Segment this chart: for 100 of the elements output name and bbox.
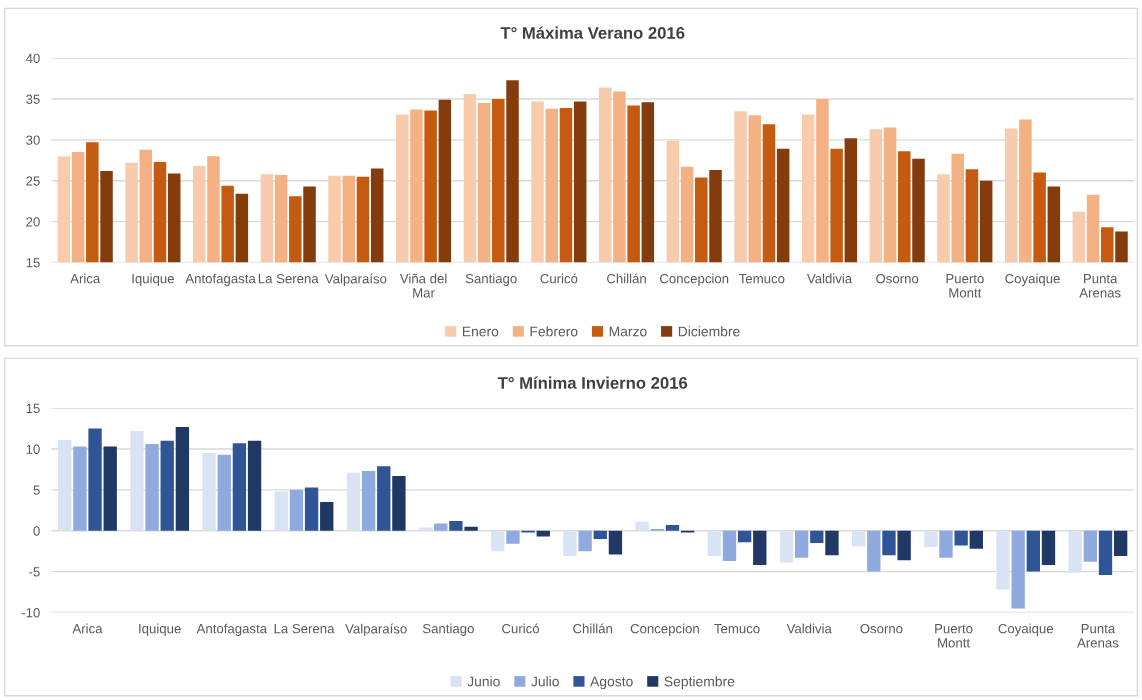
x-tick-label: Santiago [422, 623, 474, 636]
bar [1011, 530, 1025, 609]
bar [867, 530, 881, 572]
bar [722, 530, 737, 561]
bar [434, 523, 448, 531]
bar [608, 530, 623, 555]
bar [635, 521, 649, 531]
x-tick-label: Arica [72, 623, 103, 634]
x-tick-label: La Serena [274, 623, 335, 634]
bar [1098, 530, 1113, 575]
x-tick-label: Osorno [876, 273, 919, 284]
x-tick-label: Arica [70, 273, 101, 284]
x-tick-label: Valparaíso [324, 273, 387, 287]
y-tick-label: -5 [29, 567, 40, 577]
x-tick-label: Chillán [573, 623, 613, 634]
bar [73, 446, 87, 531]
legend-label: Diciembre [678, 326, 740, 337]
x-tick-label: Valparaíso [345, 623, 407, 637]
bar [175, 426, 190, 531]
y-tick-label: -10 [21, 608, 40, 618]
x-tick-label: Coyaique [1005, 273, 1060, 286]
bar [707, 530, 721, 557]
legend-label: Febrero [530, 326, 578, 337]
bar [924, 530, 938, 548]
x-tick-label: Concepcion [660, 273, 729, 286]
y-tick-label: 40 [25, 53, 40, 64]
x-tick-label: Coyaique [998, 623, 1054, 636]
bar [779, 530, 794, 563]
bar [810, 530, 824, 543]
x-tick-label: Temuco [714, 624, 760, 634]
x-tick-label: Punta Arenas [1077, 624, 1119, 648]
bar [563, 530, 577, 557]
bar [160, 440, 174, 531]
bar [320, 502, 334, 531]
bar [274, 491, 288, 531]
bar [361, 471, 376, 531]
legend-label: Agosto [590, 676, 633, 690]
legend-label: Septiembre [664, 676, 735, 690]
bar [1113, 530, 1128, 557]
bar [103, 446, 117, 531]
legend-label: Julio [531, 676, 559, 687]
bar [464, 526, 478, 531]
bar [346, 472, 361, 531]
bar [506, 530, 520, 544]
bar [202, 453, 216, 531]
bar [851, 530, 866, 547]
x-tick-label: La Serena [258, 273, 319, 284]
bar [392, 475, 406, 531]
chart-title: T° Mínima Invierno 2016 [497, 376, 688, 389]
bar [418, 527, 433, 531]
bar [969, 530, 983, 549]
bar [1068, 530, 1082, 573]
bar [1026, 530, 1040, 572]
legend-label: Enero [462, 326, 499, 337]
x-tick-label: Concepcion [630, 623, 699, 636]
x-tick-label: Antofagasta [185, 273, 256, 286]
legend-label: Marzo [609, 326, 647, 337]
bar [794, 530, 809, 558]
bar [145, 444, 159, 531]
y-tick-label: 5 [33, 485, 40, 495]
bar [289, 489, 304, 531]
bar [130, 430, 144, 531]
x-tick-label: Curicó [502, 623, 540, 634]
bar [939, 530, 953, 558]
bar [737, 530, 752, 543]
y-tick-label: 20 [26, 217, 40, 227]
x-tick-label: Valdivia [786, 623, 832, 634]
bar [247, 440, 262, 531]
x-tick-label: Antofagasta [196, 623, 268, 636]
y-tick-label: 15 [26, 258, 40, 268]
y-tick-label: 35 [26, 94, 40, 104]
x-tick-label: Punta Arenas [1079, 274, 1121, 298]
legend-label: Junio [467, 676, 500, 687]
bar [1041, 530, 1056, 566]
bar [897, 530, 911, 561]
x-tick-label: Santiago [465, 273, 517, 286]
x-tick-label: Chillán [607, 273, 646, 284]
x-tick-label: Puerto Montt [935, 624, 973, 648]
bar [377, 466, 391, 531]
y-tick-label: 15 [26, 403, 40, 414]
x-tick-label: Osorno [860, 623, 903, 634]
bar [665, 525, 680, 531]
x-tick-label: Valdivia [806, 273, 853, 284]
bar [449, 520, 463, 531]
x-tick-label: Iquique [139, 623, 181, 636]
bar [593, 530, 607, 539]
bar [882, 530, 896, 556]
y-tick-label: 30 [26, 135, 40, 145]
chart-title: T° Máxima Verano 2016 [500, 26, 685, 39]
bar [1083, 530, 1098, 562]
x-tick-label: Puerto Montt [946, 274, 984, 298]
bar [491, 530, 505, 552]
bar [578, 530, 592, 552]
y-tick-label: 25 [26, 176, 40, 186]
bar [232, 443, 247, 531]
y-tick-label: 0 [33, 526, 40, 536]
bar [996, 530, 1010, 590]
bar [217, 454, 231, 531]
bar [753, 530, 767, 566]
bar [954, 530, 968, 546]
